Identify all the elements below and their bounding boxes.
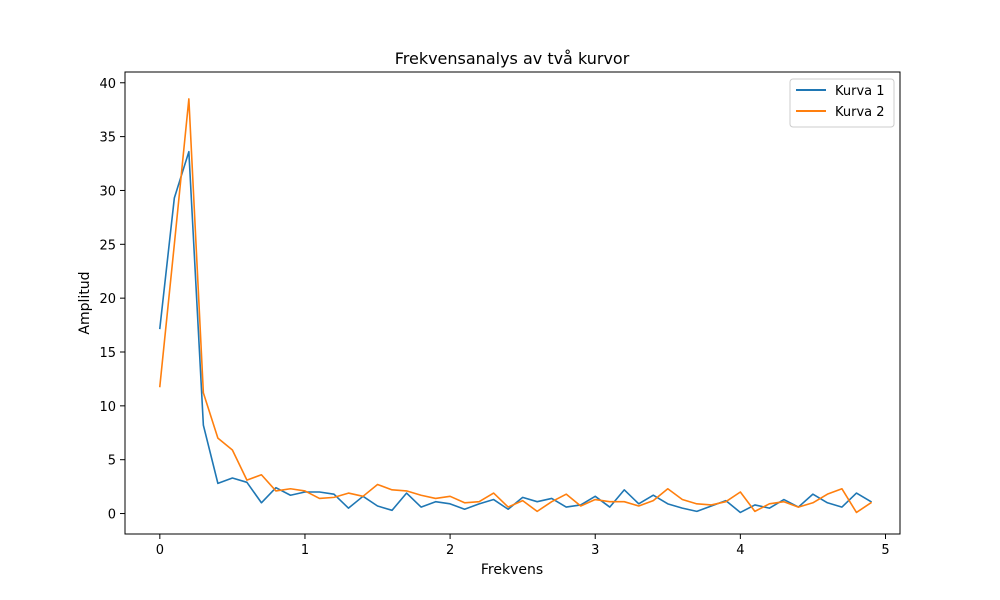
y-tick-label: 5 bbox=[108, 454, 116, 469]
y-axis-label: Amplitud bbox=[77, 271, 93, 334]
x-tick-label: 0 bbox=[156, 543, 164, 558]
series-group bbox=[158, 98, 873, 514]
y-tick-label: 35 bbox=[99, 131, 116, 146]
x-tick-label: 2 bbox=[446, 543, 454, 558]
x-tick-label: 1 bbox=[301, 543, 309, 558]
y-tick-label: 0 bbox=[108, 508, 116, 523]
x-axis-ticks: 0 1 2 3 4 5 bbox=[156, 534, 890, 558]
x-tick-label: 5 bbox=[881, 543, 889, 558]
chart-title: Frekvensanalys av två kurvor bbox=[395, 49, 630, 68]
y-tick-label: 10 bbox=[99, 400, 116, 415]
x-axis-label: Frekvens bbox=[481, 562, 543, 578]
y-axis-ticks: 0 5 10 15 20 25 30 35 40 bbox=[99, 77, 125, 523]
plot-frame bbox=[124, 71, 901, 535]
legend-label-kurva-1: Kurva 1 bbox=[835, 84, 885, 99]
y-tick-label: 30 bbox=[99, 184, 116, 199]
y-tick-label: 20 bbox=[99, 292, 116, 307]
y-tick-label: 15 bbox=[99, 346, 116, 361]
y-tick-label: 40 bbox=[99, 77, 116, 92]
y-tick-label: 25 bbox=[99, 238, 116, 253]
legend-label-kurva-2: Kurva 2 bbox=[835, 105, 885, 120]
x-tick-label: 3 bbox=[591, 543, 599, 558]
series-line-kurva-2 bbox=[158, 98, 873, 514]
legend: Kurva 1 Kurva 2 bbox=[789, 78, 895, 128]
x-tick-label: 4 bbox=[736, 543, 744, 558]
